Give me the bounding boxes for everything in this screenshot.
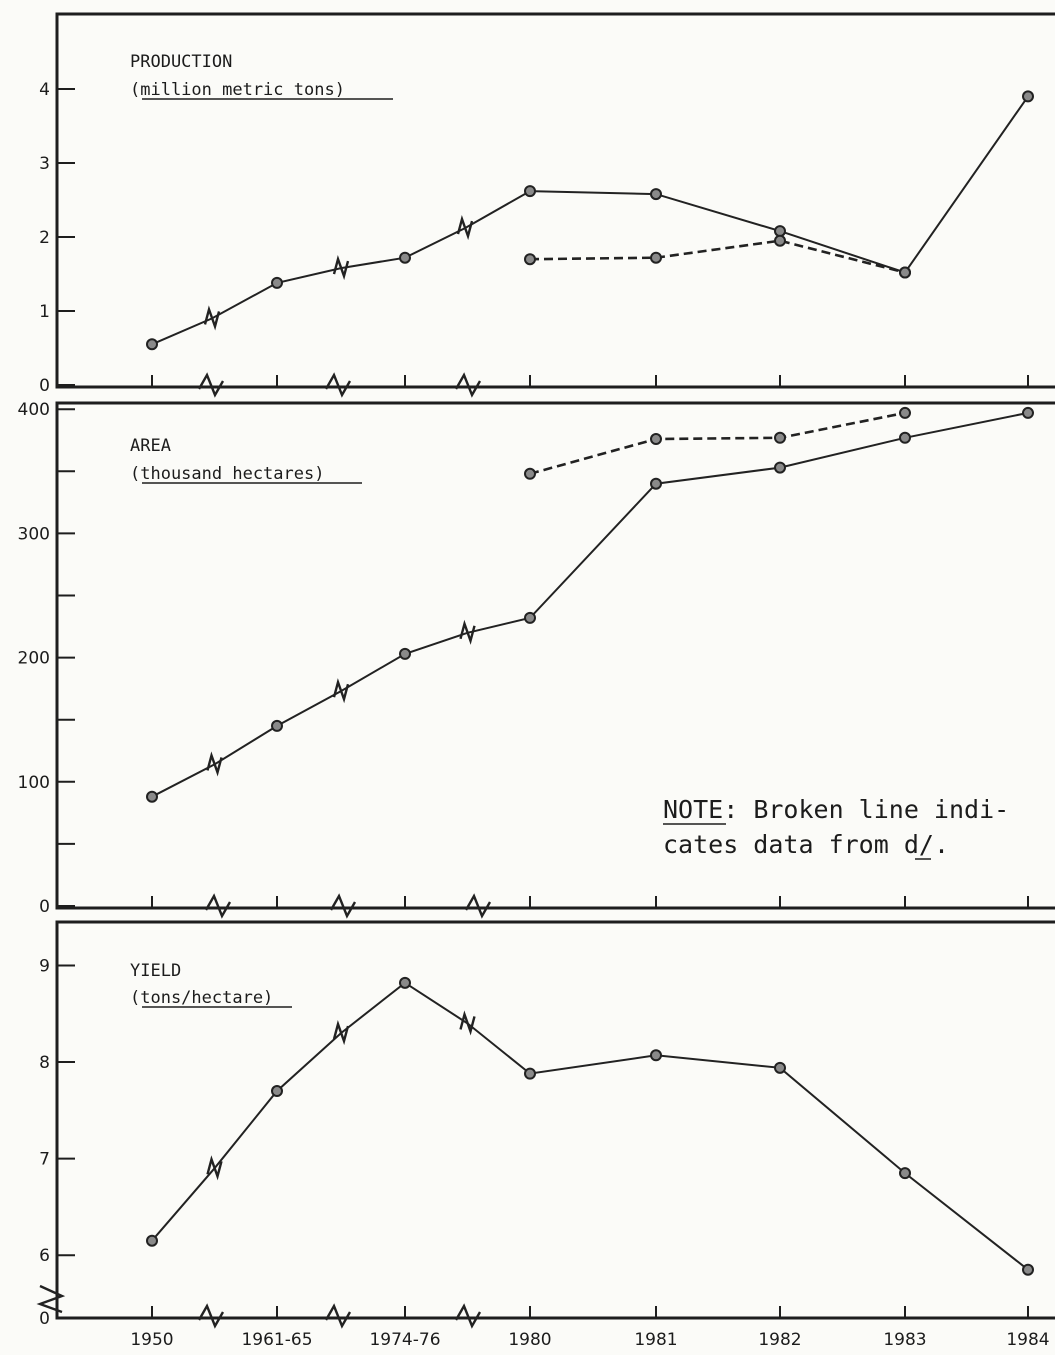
yield-ytick-label: 6 xyxy=(39,1246,50,1266)
area-series-solid-point xyxy=(650,477,662,490)
note-text-2-prefix: cates data from xyxy=(663,830,904,859)
production-ytick-label: 1 xyxy=(39,302,50,322)
area-series-solid-point xyxy=(399,647,411,660)
yield-series-solid-point xyxy=(524,1067,536,1080)
yield-line-break-mark xyxy=(332,1020,350,1046)
note-ref-d: d xyxy=(904,830,919,859)
x-axis-label: 1961-65 xyxy=(241,1330,312,1350)
area-ytick-label: 400 xyxy=(18,400,50,420)
production-series-solid-point xyxy=(146,338,158,351)
production-line-break-mark xyxy=(332,255,350,281)
x-axis-label: 1984 xyxy=(1006,1330,1049,1350)
area-ytick-label: 300 xyxy=(18,524,50,544)
area-series-dashed-point xyxy=(650,433,662,446)
yield-panel-frame xyxy=(55,920,1055,1320)
area-series-dashed-point xyxy=(774,431,786,444)
production-series-dashed-point xyxy=(524,253,536,266)
x-axis-label: 1974-76 xyxy=(369,1330,440,1350)
note-line-1: NOTE: Broken line indi- xyxy=(663,795,1009,824)
production-series-solid-point xyxy=(271,276,283,289)
yield-series-solid-line xyxy=(151,981,1029,1271)
area-subtitle: (thousand hectares) xyxy=(130,464,324,484)
area-series-solid-point xyxy=(524,611,536,624)
production-ytick-label: 3 xyxy=(39,154,50,174)
note-text-1: : Broken line indi- xyxy=(723,795,1009,824)
production-xaxis-break xyxy=(454,372,482,398)
yield-xaxis-break xyxy=(324,1303,352,1329)
yield-series-solid-point xyxy=(774,1061,786,1074)
production-series-dashed-point xyxy=(899,266,911,279)
yield-xaxis-break xyxy=(197,1303,225,1329)
area-series-solid-point xyxy=(899,431,911,444)
production-line-break-mark xyxy=(203,305,221,331)
production-title: PRODUCTION xyxy=(130,52,232,72)
yield-ytick-label: 8 xyxy=(39,1053,50,1073)
area-series-dashed-point xyxy=(524,467,536,480)
area-series-solid-point xyxy=(774,461,786,474)
area-xaxis-break xyxy=(464,893,492,919)
yield-xaxis-break xyxy=(454,1303,482,1329)
area-ytick-label: 100 xyxy=(18,773,50,793)
production-ytick-label: 4 xyxy=(39,80,50,100)
area-series-solid-point xyxy=(1022,406,1034,419)
production-panel-frame xyxy=(55,12,1055,389)
note-line-2: cates data from d/. xyxy=(663,830,949,859)
production-ytick-label: 0 xyxy=(39,376,50,396)
production-series-solid-point xyxy=(399,251,411,264)
yield-line-break-mark xyxy=(206,1155,223,1181)
x-axis-label: 1950 xyxy=(130,1330,173,1350)
production-ytick-label: 2 xyxy=(39,228,50,248)
x-axis-label: 1980 xyxy=(508,1330,551,1350)
yield-line-break-mark xyxy=(459,1010,476,1036)
area-series-dashed-point xyxy=(899,406,911,419)
note-label: NOTE xyxy=(663,795,723,824)
production-line-break-mark xyxy=(456,215,474,241)
production-series-solid-point xyxy=(524,185,536,198)
area-ytick-label: 0 xyxy=(39,897,50,917)
yield-series-solid-point xyxy=(399,976,411,989)
production-xaxis-break xyxy=(197,372,225,398)
production-series-solid-point xyxy=(650,188,662,201)
yield-ytick-label: 9 xyxy=(39,956,50,976)
yield-subtitle: (tons/hectare) xyxy=(130,988,273,1008)
area-line-break-mark xyxy=(332,678,350,704)
yield-yaxis-break xyxy=(36,1284,66,1314)
area-series-solid-point xyxy=(146,790,158,803)
production-series-dashed-line xyxy=(529,239,906,274)
production-xaxis-break xyxy=(324,372,352,398)
x-axis-label: 1983 xyxy=(883,1330,926,1350)
area-xaxis-break xyxy=(329,893,357,919)
production-subtitle: (million metric tons) xyxy=(130,80,345,100)
area-title: AREA xyxy=(130,436,171,456)
x-axis-label: 1982 xyxy=(758,1330,801,1350)
production-series-solid-point xyxy=(1022,90,1034,103)
yield-series-solid-point xyxy=(650,1049,662,1062)
area-line-break-mark xyxy=(459,619,476,645)
yield-ytick-label: 7 xyxy=(39,1150,50,1170)
yield-ytick-label: 0 xyxy=(39,1309,50,1329)
area-line-break-mark xyxy=(206,751,223,777)
production-series-solid-line xyxy=(151,95,1029,346)
chart-marks: 0 1 2 3 4 0 100 200 300 400 0 6 7 8 9 1950 1961-65 1974-7… xyxy=(18,80,1050,1350)
production-series-dashed-point xyxy=(650,251,662,264)
yield-title: YIELD xyxy=(130,961,181,981)
yield-series-solid-point xyxy=(1022,1263,1034,1276)
production-series-solid-point xyxy=(774,225,786,238)
yield-series-solid-point xyxy=(146,1234,158,1247)
area-series-dashed-line xyxy=(529,411,906,476)
production-series-dashed-point xyxy=(774,234,786,247)
area-panel-frame xyxy=(55,401,1055,910)
x-axis-label: 1981 xyxy=(634,1330,677,1350)
note-text-2-suffix: /. xyxy=(919,830,949,859)
area-series-solid-point xyxy=(271,719,283,732)
yield-series-solid-point xyxy=(271,1085,283,1098)
area-xaxis-break xyxy=(204,893,232,919)
yield-series-solid-point xyxy=(899,1167,911,1180)
area-ytick-label: 200 xyxy=(18,649,50,669)
